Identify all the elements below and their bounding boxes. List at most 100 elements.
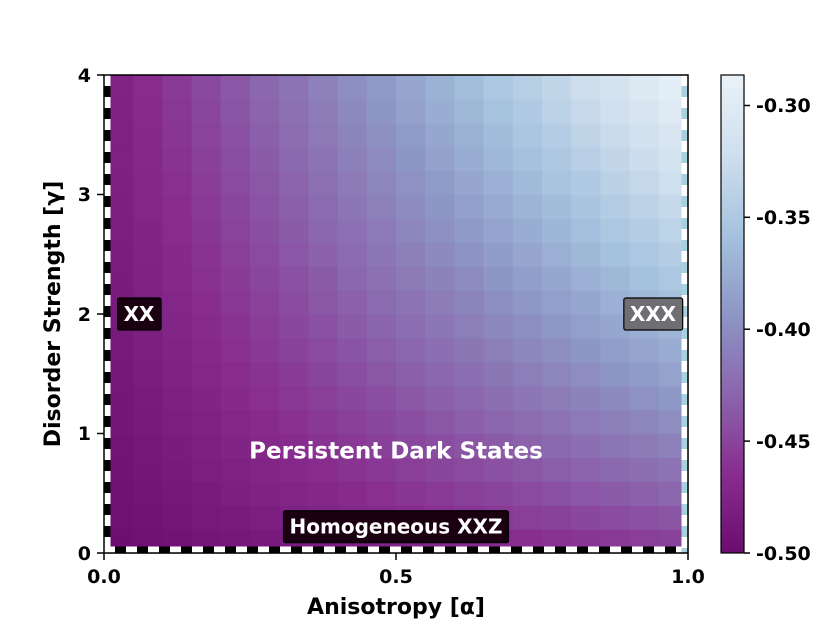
heatmap-cell bbox=[483, 266, 514, 291]
heatmap-cell bbox=[279, 194, 309, 219]
heatmap-cell bbox=[366, 385, 397, 411]
heatmap-cell bbox=[483, 194, 514, 219]
heatmap-cell bbox=[308, 194, 339, 219]
heatmap-cell bbox=[571, 361, 601, 387]
heatmap-cell bbox=[250, 409, 280, 435]
heatmap-cell bbox=[133, 385, 163, 411]
heatmap-cell bbox=[250, 457, 280, 482]
heatmap-cell bbox=[629, 75, 660, 100]
heatmap-cell bbox=[250, 170, 280, 196]
heatmap-cell bbox=[571, 409, 601, 435]
heatmap-cell bbox=[629, 505, 660, 530]
heatmap-cell bbox=[571, 122, 601, 148]
heatmap-cell bbox=[542, 242, 572, 267]
heatmap-cell bbox=[279, 170, 309, 196]
heatmap-cell bbox=[220, 433, 251, 458]
heatmap-cell bbox=[483, 337, 514, 363]
heatmap-cell bbox=[162, 457, 193, 482]
heatmap-cell bbox=[512, 146, 543, 172]
heatmap-cell bbox=[483, 98, 514, 124]
heatmap-cell bbox=[220, 361, 251, 387]
heatmap-cell bbox=[337, 337, 368, 363]
heatmap-cell bbox=[279, 361, 309, 387]
heatmap-cell bbox=[162, 337, 193, 363]
heatmap-cell bbox=[483, 433, 514, 458]
heatmap-cell bbox=[600, 433, 631, 458]
heatmap-cell bbox=[279, 75, 309, 100]
heatmap-cell bbox=[483, 290, 514, 315]
heatmap-cell bbox=[337, 170, 368, 196]
x-axis-title: Anisotropy [α] bbox=[307, 595, 485, 620]
heatmap-cell bbox=[191, 266, 222, 291]
heatmap-cell bbox=[454, 242, 485, 267]
annotation-box-homogeneous-xxz bbox=[282, 510, 510, 544]
heatmap-cell bbox=[133, 505, 163, 530]
heatmap-cell bbox=[454, 337, 485, 363]
heatmap-cell bbox=[191, 314, 222, 339]
heatmap-cell bbox=[279, 433, 309, 458]
heatmap-cell bbox=[133, 75, 163, 100]
heatmap-cell bbox=[571, 457, 601, 482]
heatmap-cell bbox=[396, 98, 426, 124]
heatmap-cell bbox=[512, 457, 543, 482]
heatmap-cell bbox=[366, 170, 397, 196]
heatmap-cell bbox=[454, 218, 485, 243]
heatmap-cell bbox=[337, 122, 368, 148]
heatmap-cell bbox=[425, 218, 455, 243]
heatmap-cell bbox=[133, 481, 163, 506]
heatmap-cell bbox=[337, 194, 368, 219]
heatmap-cell bbox=[600, 505, 631, 530]
colorbar-tick-label: -0.45 bbox=[756, 431, 811, 453]
heatmap-cell bbox=[571, 218, 601, 243]
heatmap-cell bbox=[191, 194, 222, 219]
heatmap-cell bbox=[279, 337, 309, 363]
heatmap-cell bbox=[512, 361, 543, 387]
heatmap-cell bbox=[542, 122, 572, 148]
heatmap-cell bbox=[133, 218, 163, 243]
heatmap-cell bbox=[366, 75, 397, 100]
heatmap-cell bbox=[191, 481, 222, 506]
heatmap-cell bbox=[571, 146, 601, 172]
heatmap-cell bbox=[337, 409, 368, 435]
heatmap-cell bbox=[308, 242, 339, 267]
heatmap-cell bbox=[425, 98, 455, 124]
heatmap-cell bbox=[483, 385, 514, 411]
heatmap-cell bbox=[308, 266, 339, 291]
heatmap-cell bbox=[396, 433, 426, 458]
heatmap-cell bbox=[425, 242, 455, 267]
heatmap-cell bbox=[191, 409, 222, 435]
heatmap-cell bbox=[629, 194, 660, 219]
heatmap-cell bbox=[629, 337, 660, 363]
heatmap-cell bbox=[454, 481, 485, 506]
colorbar-tick-label: -0.30 bbox=[756, 95, 811, 117]
heatmap-cell bbox=[600, 457, 631, 482]
annotations: XX XXX Persistent Dark States Homogeneou… bbox=[117, 297, 684, 544]
heatmap-cell bbox=[162, 98, 193, 124]
heatmap-cell bbox=[425, 409, 455, 435]
heatmap-cell bbox=[571, 433, 601, 458]
heatmap-cell bbox=[308, 481, 339, 506]
heatmap-cell bbox=[396, 194, 426, 219]
heatmap-cell bbox=[454, 385, 485, 411]
heatmap-cell bbox=[629, 385, 660, 411]
heatmap-cell bbox=[162, 170, 193, 196]
heatmap-cell bbox=[366, 361, 397, 387]
heatmap-cell bbox=[162, 505, 193, 530]
heatmap-cell bbox=[133, 409, 163, 435]
heatmap-cell bbox=[483, 481, 514, 506]
heatmap-cell bbox=[308, 314, 339, 339]
heatmap-cell bbox=[279, 242, 309, 267]
heatmap-cell bbox=[483, 242, 514, 267]
heatmap-cell bbox=[308, 457, 339, 482]
heatmap-cell bbox=[512, 409, 543, 435]
heatmap-cell bbox=[542, 433, 572, 458]
heatmap-cell bbox=[542, 385, 572, 411]
heatmap-cell bbox=[191, 122, 222, 148]
heatmap-cell bbox=[250, 337, 280, 363]
heatmap-cell bbox=[337, 242, 368, 267]
heatmap-cell bbox=[220, 481, 251, 506]
heatmap-cell bbox=[454, 457, 485, 482]
heatmap-cell bbox=[279, 122, 309, 148]
heatmap-cell bbox=[425, 481, 455, 506]
